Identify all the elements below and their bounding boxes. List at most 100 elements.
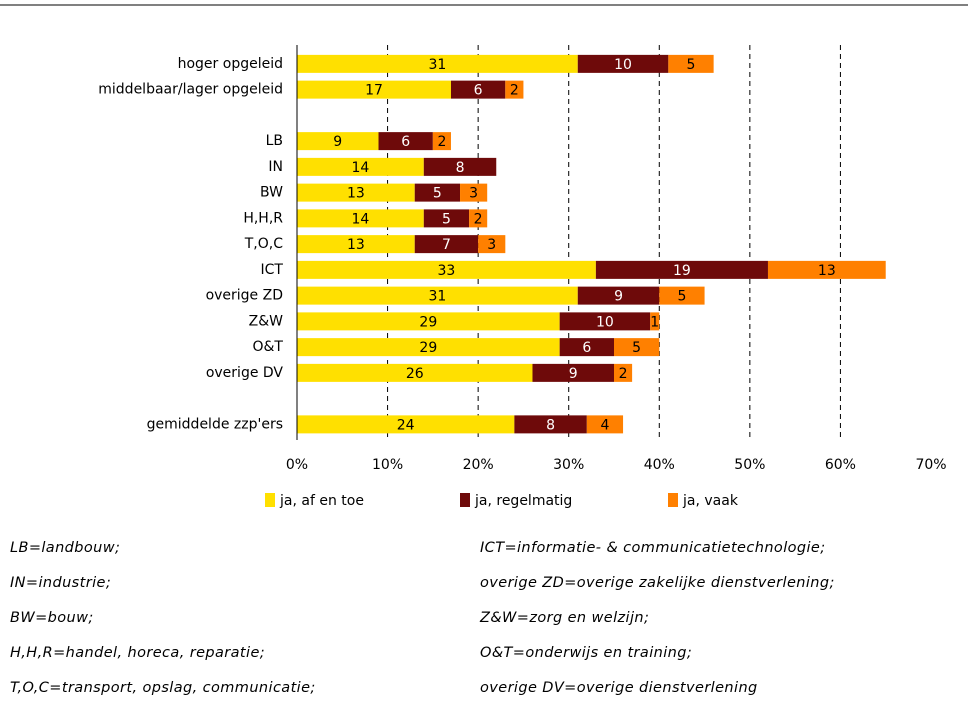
bar-segment: [450, 80, 506, 99]
category-label: LB: [266, 133, 283, 149]
legend-label: ja, af en toe: [279, 493, 364, 509]
value-label: 29: [419, 314, 437, 330]
value-label: 8: [456, 160, 465, 176]
footnote: overige ZD=overige zakelijke dienstverle…: [480, 575, 835, 591]
bar-segment: [767, 260, 886, 279]
value-label: 2: [437, 134, 446, 150]
value-label: 29: [419, 340, 437, 356]
bar-segment: [668, 54, 714, 73]
legend-swatch: [668, 493, 678, 507]
category-label: gemiddelde zzp'ers: [147, 416, 283, 432]
category-label: T,O,C: [244, 236, 283, 252]
legend-swatch: [460, 493, 470, 507]
category-label: Z&W: [249, 313, 284, 329]
value-label: 9: [614, 289, 623, 305]
value-label: 4: [600, 417, 609, 433]
bar-segment: [297, 260, 596, 279]
footnote: IN=industrie;: [10, 575, 111, 591]
bar-segment: [423, 157, 497, 176]
value-label: 1: [650, 314, 659, 330]
value-label: 31: [428, 289, 446, 305]
bar-segment: [297, 54, 578, 73]
value-label: 10: [596, 314, 614, 330]
bar-segment: [297, 363, 533, 382]
value-label: 10: [614, 57, 632, 73]
footnote: H,H,R=handel, horeca, reparatie;: [10, 645, 265, 661]
value-label: 14: [351, 211, 369, 227]
bar-segment: [650, 312, 660, 331]
footnote: BW=bouw;: [10, 610, 94, 626]
bar-segment: [297, 209, 424, 228]
value-label: 13: [347, 186, 365, 202]
x-tick-label: 20%: [463, 457, 494, 473]
bar-segment: [378, 132, 433, 151]
legend-label: ja, vaak: [682, 493, 739, 509]
category-label: IN: [268, 159, 283, 175]
bar-segment: [532, 363, 614, 382]
footnote: overige DV=overige dienstverlening: [480, 680, 758, 696]
category-label: hoger opgeleid: [178, 56, 283, 72]
bar-segment: [414, 235, 479, 254]
value-label: 9: [569, 366, 578, 382]
value-label: 3: [469, 186, 478, 202]
value-label: 24: [397, 417, 415, 433]
bar-segment: [478, 235, 506, 254]
bar-segment: [505, 80, 524, 99]
value-label: 5: [433, 186, 442, 202]
footnote: ICT=informatie- & communicatietechnologi…: [480, 540, 826, 556]
bar-segment: [460, 183, 488, 202]
value-label: 9: [333, 134, 342, 150]
value-label: 6: [582, 340, 591, 356]
x-tick-label: 30%: [553, 457, 584, 473]
category-label: overige ZD: [206, 288, 283, 304]
value-label: 31: [428, 57, 446, 73]
bar-segment: [586, 415, 624, 434]
bar-segment: [595, 260, 768, 279]
bar-segment: [414, 183, 461, 202]
bar-segment: [469, 209, 488, 228]
bar-segment: [297, 157, 424, 176]
value-label: 6: [474, 83, 483, 99]
value-label: 3: [487, 237, 496, 253]
footnote: LB=landbouw;: [10, 540, 120, 556]
footnote: O&T=onderwijs en training;: [480, 645, 692, 661]
value-label: 26: [406, 366, 424, 382]
bar-segment: [614, 363, 633, 382]
x-tick-label: 40%: [644, 457, 675, 473]
value-label: 13: [818, 263, 836, 279]
value-label: 2: [619, 366, 628, 382]
bar-segment: [659, 286, 705, 305]
value-label: 14: [351, 160, 369, 176]
value-label: 13: [347, 237, 365, 253]
bar-segment: [432, 132, 451, 151]
bar-segment: [297, 415, 515, 434]
value-label: 6: [401, 134, 410, 150]
x-tick-label: 0%: [286, 457, 308, 473]
value-label: 2: [510, 83, 519, 99]
legend-swatch: [265, 493, 275, 507]
category-label: overige DV: [206, 365, 284, 381]
bar-segment: [614, 338, 660, 357]
bar-segment: [577, 54, 669, 73]
footnote: Z&W=zorg en welzijn;: [479, 610, 649, 626]
x-tick-label: 50%: [734, 457, 765, 473]
bar-segment: [297, 286, 578, 305]
value-label: 5: [442, 211, 451, 227]
value-label: 19: [673, 263, 691, 279]
value-label: 2: [474, 211, 483, 227]
category-label: O&T: [253, 339, 284, 355]
category-label: H,H,R: [243, 210, 283, 226]
x-tick-label: 70%: [915, 457, 946, 473]
bar-segment: [297, 338, 560, 357]
bar-segment: [297, 132, 379, 151]
value-label: 7: [442, 237, 451, 253]
legend-label: ja, regelmatig: [474, 493, 572, 509]
x-tick-label: 10%: [372, 457, 403, 473]
bar-segment: [297, 80, 451, 99]
value-label: 5: [677, 289, 686, 305]
value-label: 5: [687, 57, 696, 73]
category-label: ICT: [261, 262, 284, 278]
x-tick-label: 60%: [825, 457, 856, 473]
category-label: middelbaar/lager opgeleid: [98, 82, 283, 98]
